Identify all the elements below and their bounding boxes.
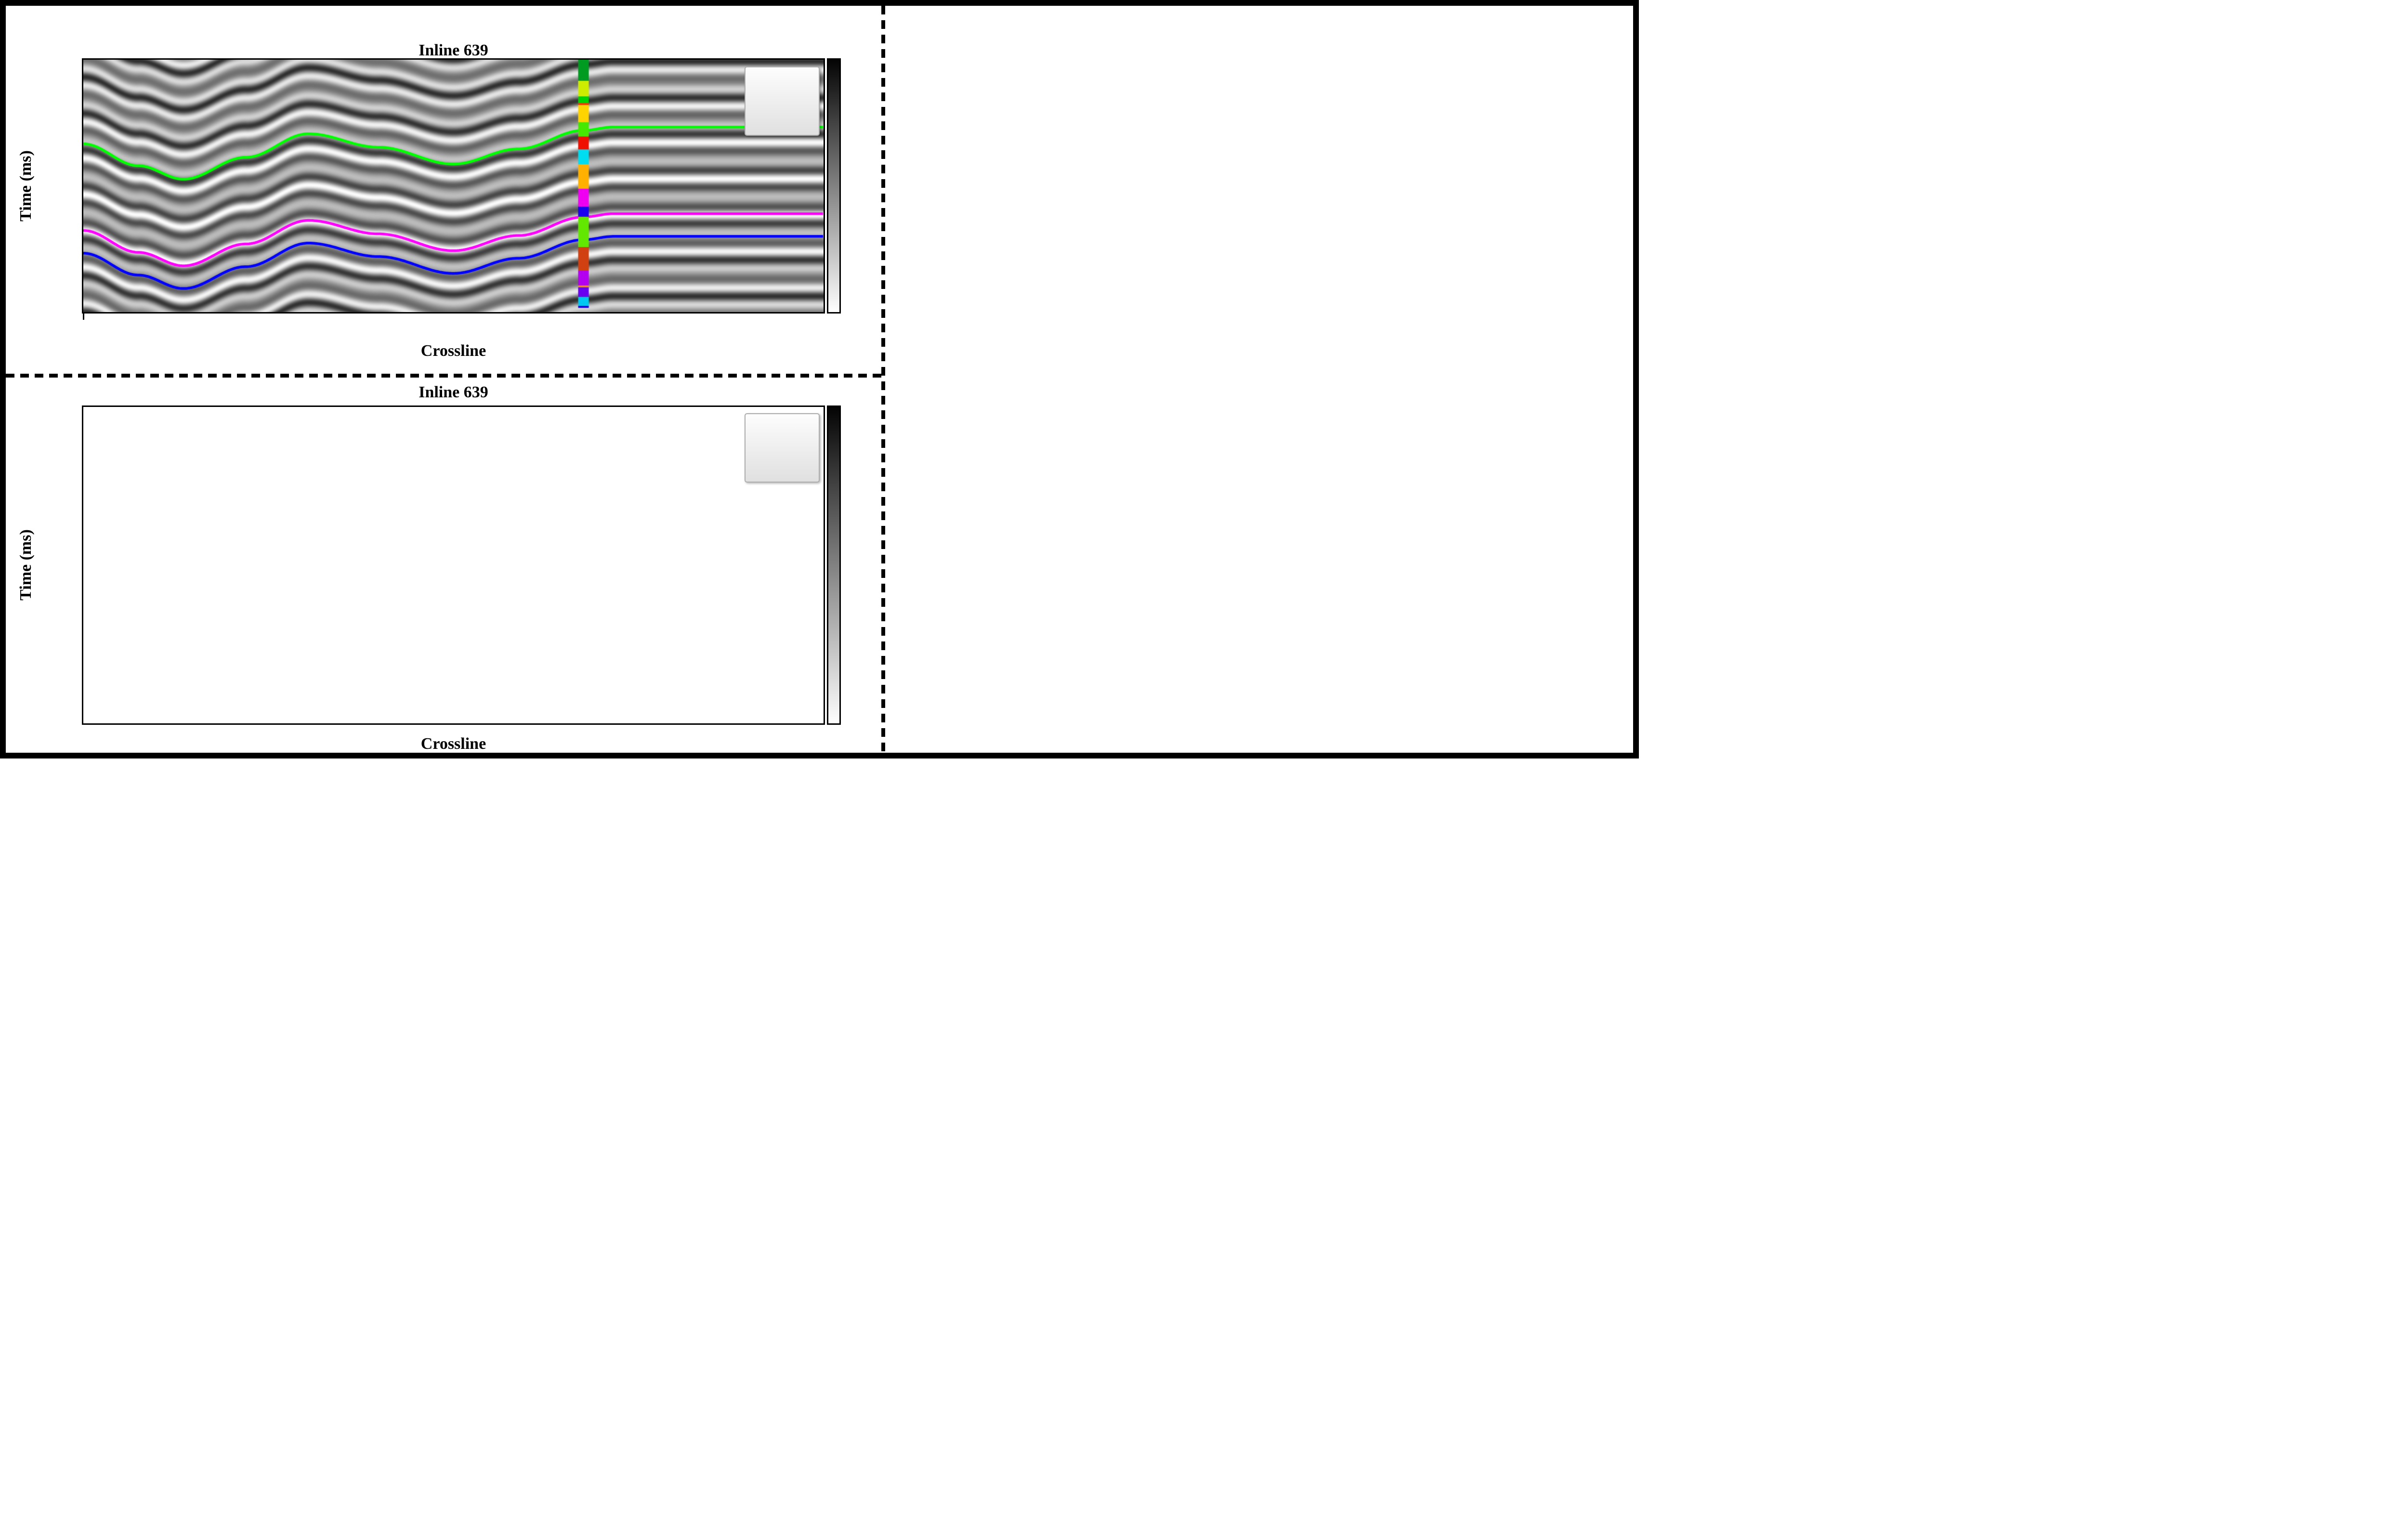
amplitude-colorbar-top [827, 58, 841, 314]
x-tick-mark [83, 314, 84, 320]
bottom-xaxis-label: Crossline [420, 735, 486, 753]
amplitude-colorbar-bottom [827, 405, 841, 725]
seismic-section-canvas-top [82, 58, 825, 314]
legend-bottom [745, 413, 820, 483]
top-yaxis-label: Time (ms) [17, 150, 35, 222]
panel-divider-vertical [881, 6, 885, 753]
bottom-yaxis-label: Time (ms) [17, 529, 35, 601]
bottom-section-title: Inline 639 [419, 383, 488, 401]
panel-divider-horizontal [6, 374, 883, 378]
velocity-cube-3d [888, 6, 1633, 753]
top-section-title: Inline 639 [419, 41, 488, 59]
top-xaxis-label: Crossline [420, 342, 486, 360]
seismic-figure: Inline 639 Crossline Time (ms) Inline 63… [0, 0, 1639, 758]
seismic-section-canvas-bottom [82, 405, 825, 725]
legend-top [745, 66, 820, 136]
